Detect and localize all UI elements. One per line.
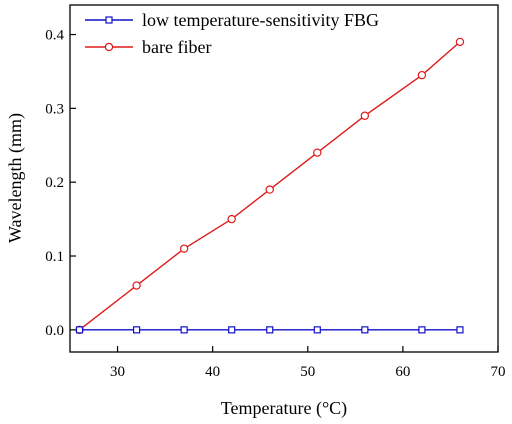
x-tick-label: 40 (205, 364, 220, 380)
data-point (265, 185, 274, 194)
series-layer (75, 37, 465, 335)
x-axis-title: Temperature (°C) (221, 398, 347, 419)
x-axis-ticks: 30 40 50 60 70 (110, 346, 506, 380)
y-axis-ticks: 0.0 0.1 0.2 0.3 0.4 (45, 28, 76, 339)
x-tick-label: 30 (110, 364, 125, 380)
y-tick-label: 0.2 (45, 175, 64, 191)
y-tick-label: 0.4 (45, 28, 64, 44)
data-point (361, 326, 369, 334)
data-point (75, 326, 84, 334)
y-tick-label: 0.0 (45, 323, 64, 339)
data-point (132, 326, 141, 334)
data-point (180, 326, 188, 334)
legend-item: bare fiber (85, 37, 211, 57)
data-point (455, 37, 465, 47)
data-point (132, 281, 141, 290)
legend: low temperature-sensitivity FBG bare fibe… (85, 10, 379, 57)
legend-label: low temperature-sensitivity FBG (142, 10, 379, 30)
data-point (227, 214, 236, 224)
data-point (313, 326, 321, 334)
data-point (228, 326, 236, 334)
x-tick-label: 50 (300, 364, 315, 380)
legend-label: bare fiber (142, 37, 211, 57)
data-point (179, 244, 189, 253)
y-tick-label: 0.1 (45, 249, 64, 265)
y-tick-label: 0.3 (45, 101, 64, 117)
data-point (418, 326, 426, 334)
data-point (313, 148, 322, 157)
plot-frame (69, 4, 499, 353)
data-point (417, 70, 427, 80)
data-point (360, 111, 370, 120)
x-tick-label: 60 (395, 364, 410, 380)
legend-marker (104, 42, 114, 52)
data-point (266, 326, 274, 334)
series-bare-fiber (75, 37, 465, 335)
series-fbg (75, 326, 464, 334)
data-point (456, 326, 464, 334)
x-tick-label: 70 (491, 364, 506, 380)
legend-item: low temperature-sensitivity FBG (85, 10, 379, 30)
legend-marker (105, 16, 113, 24)
y-axis-title: Wavelength (mm) (5, 113, 26, 243)
